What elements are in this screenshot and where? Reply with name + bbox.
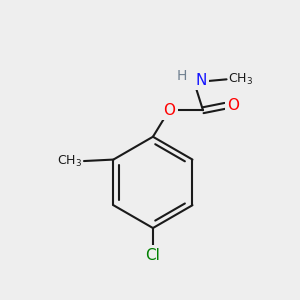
Text: O: O <box>227 98 239 113</box>
Text: CH$_3$: CH$_3$ <box>57 154 83 169</box>
Text: CH$_3$: CH$_3$ <box>228 72 253 87</box>
Text: N: N <box>196 73 207 88</box>
Text: O: O <box>163 103 175 118</box>
Text: Cl: Cl <box>146 248 160 263</box>
Text: H: H <box>177 69 187 83</box>
